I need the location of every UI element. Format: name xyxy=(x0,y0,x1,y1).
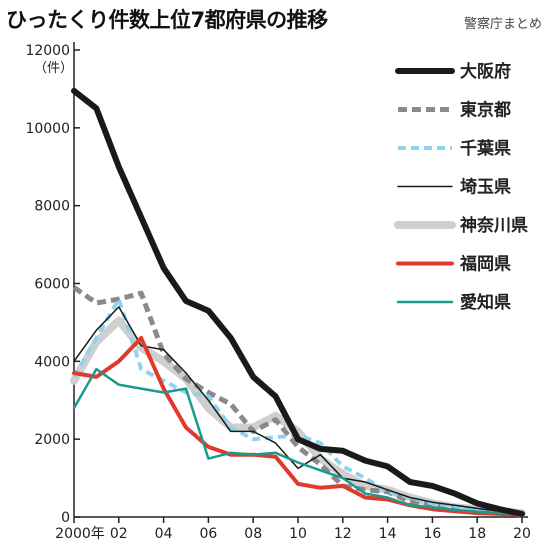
series-line-6 xyxy=(72,367,524,516)
y-tick-label: 6000 xyxy=(34,277,70,293)
tick-labels: 0 2000 4000 6000 8000 10000 12000 （件） 2000年 02 04 0… xyxy=(25,43,530,542)
source-note: 警察庁まとめ xyxy=(463,17,542,32)
x-tick-label: 08 xyxy=(244,526,262,542)
x-tick-label: 06 xyxy=(199,526,217,542)
y-tick-label: 8000 xyxy=(34,199,70,215)
legend-label-6: 愛知県 xyxy=(460,292,511,313)
x-tick-label: 18 xyxy=(468,526,486,542)
y-tick-label: 0 xyxy=(61,510,70,526)
x-tick-label: 20 xyxy=(513,526,531,542)
x-tick-label: 04 xyxy=(155,526,173,542)
x-tick-label: 12 xyxy=(334,526,352,542)
series-line-0 xyxy=(71,87,525,517)
y-tick-label: 2000 xyxy=(34,432,70,448)
y-tick-label: 12000 xyxy=(25,43,70,59)
x-tick-label: 14 xyxy=(379,526,397,542)
x-tick-label: 02 xyxy=(110,526,128,542)
legend-label-1: 東京都 xyxy=(460,100,511,121)
legend-label-4: 神奈川県 xyxy=(460,215,528,236)
legend-label-3: 埼玉県 xyxy=(460,177,511,198)
y-tick-label: 10000 xyxy=(25,121,70,137)
x-tick-label: 10 xyxy=(289,526,307,542)
legend-label-5: 福岡県 xyxy=(459,254,511,275)
axes xyxy=(73,42,528,523)
y-tick-label: 4000 xyxy=(34,354,70,370)
y-unit-label: （件） xyxy=(34,61,73,76)
legend-label-2: 千葉県 xyxy=(460,138,511,159)
series-lines xyxy=(70,87,526,518)
series-line-1 xyxy=(72,285,523,516)
series-line-5 xyxy=(72,336,524,517)
series-line-3 xyxy=(73,306,523,514)
chart-title: ひったくり件数上位7都府県の推移 xyxy=(6,8,328,32)
x-tick-label: 2000年 xyxy=(55,526,105,542)
x-tick-label: 16 xyxy=(423,526,441,542)
legend-label-0: 大阪府 xyxy=(460,61,511,82)
